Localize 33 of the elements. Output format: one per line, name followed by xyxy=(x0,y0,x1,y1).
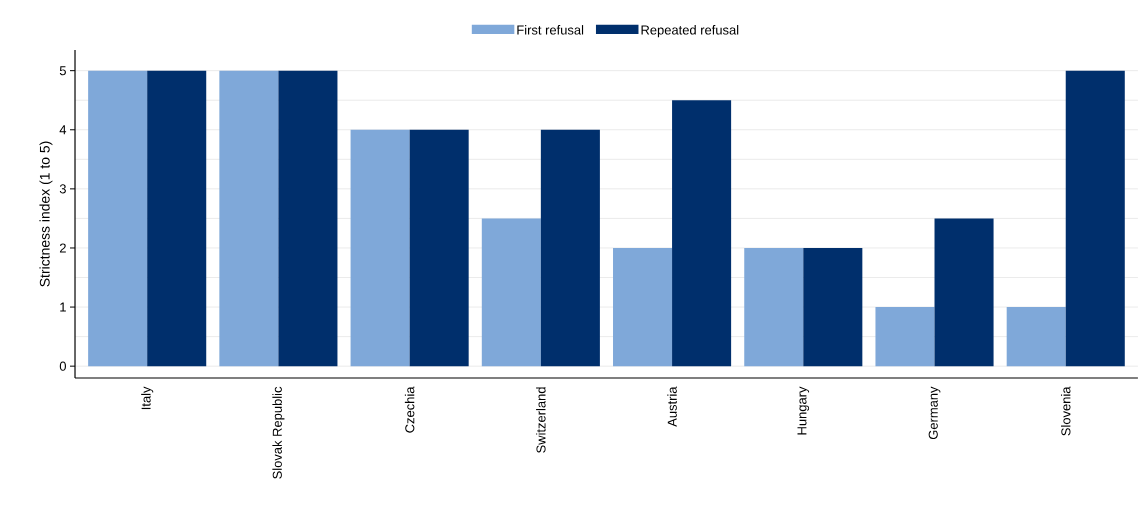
bar xyxy=(147,70,207,367)
x-tick-label: Switzerland xyxy=(536,387,546,453)
bar xyxy=(1065,70,1125,367)
legend-label: Repeated refusal xyxy=(641,25,739,38)
x-tick-label: Slovak Republic xyxy=(272,386,285,479)
x-tick-label: Czechia xyxy=(404,386,415,433)
bar xyxy=(409,129,469,367)
bar xyxy=(481,218,541,367)
bar xyxy=(350,129,410,367)
y-tick-label: 2 xyxy=(59,243,66,253)
x-tick-label: Italy xyxy=(141,386,154,410)
bar xyxy=(278,70,338,367)
bar xyxy=(803,247,863,367)
bar xyxy=(613,247,673,367)
bar xyxy=(540,129,600,367)
bar xyxy=(875,307,935,367)
y-axis-title: Strictness index (1 to 5) xyxy=(39,141,53,287)
y-tick-label: 0 xyxy=(59,361,66,371)
bar xyxy=(88,70,148,367)
bar xyxy=(744,247,804,367)
x-tick-label: Germany xyxy=(928,386,941,440)
bar xyxy=(672,100,732,367)
bar xyxy=(934,218,994,367)
y-tick-label: 5 xyxy=(59,66,66,76)
y-tick-label: 3 xyxy=(59,184,66,194)
x-tick-label: Hungary xyxy=(797,386,810,435)
x-tick-label: Austria xyxy=(667,386,677,427)
bar xyxy=(1006,307,1066,367)
x-tick-label: Slovenia xyxy=(1060,386,1071,436)
bar xyxy=(219,70,279,367)
y-tick-label: 1 xyxy=(60,302,66,312)
legend-label: First refusal xyxy=(517,25,584,35)
y-tick-label: 4 xyxy=(59,125,67,135)
